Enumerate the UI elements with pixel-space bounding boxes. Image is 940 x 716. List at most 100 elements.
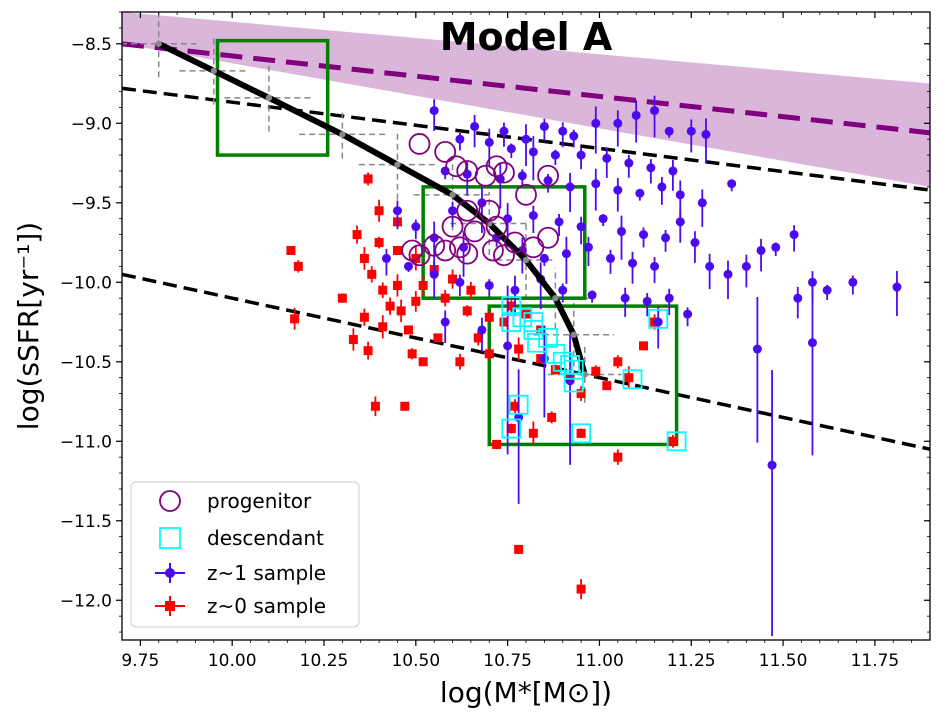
progenitor-marker <box>493 244 515 267</box>
z1-sample-layer <box>381 95 902 637</box>
progenitor-marker <box>408 244 431 267</box>
descendant-marker <box>622 369 643 390</box>
z0-point <box>407 349 417 359</box>
main-sequence-center-line <box>122 41 930 136</box>
z1-point <box>642 296 652 306</box>
z1-point <box>381 253 391 263</box>
z1-point <box>392 206 402 216</box>
z0-point <box>440 293 450 303</box>
x-tick-label: 10.75 <box>483 651 532 671</box>
legend-box <box>130 481 360 628</box>
legend-label-progenitor: progenitor <box>207 489 312 513</box>
z0-point <box>392 245 402 255</box>
z1-point <box>613 185 623 195</box>
track-node <box>570 331 577 338</box>
z1-point <box>613 118 623 128</box>
z0-point <box>576 389 586 399</box>
progenitor-marker <box>448 236 471 259</box>
progenitor-marker <box>482 239 504 262</box>
z1-point <box>848 277 858 287</box>
z1-point <box>664 293 674 303</box>
z1-point <box>631 110 641 120</box>
descendant-marker <box>523 320 544 340</box>
y-tick-label: −8.5 <box>71 35 112 55</box>
track-node <box>449 191 456 199</box>
z0-point <box>403 325 413 335</box>
z0-point <box>418 280 428 290</box>
y-tick-label: −11.5 <box>60 512 112 532</box>
legend-marker-descendant <box>159 527 181 549</box>
descendant-marker <box>501 418 522 439</box>
z1-point <box>455 277 465 287</box>
z0-point <box>370 401 380 411</box>
z0-point <box>639 341 649 351</box>
band-layer <box>122 12 930 187</box>
main-sequence-band <box>122 12 930 187</box>
z0-point <box>455 357 465 367</box>
z1-point <box>576 222 586 232</box>
z0-point <box>392 280 402 290</box>
z0-point <box>473 333 483 343</box>
descendant-marker <box>501 312 522 332</box>
legend-label-z1: z~1 sample <box>207 561 326 585</box>
descendant-marker <box>527 332 547 353</box>
track-node <box>394 161 401 168</box>
z0-point <box>668 436 678 446</box>
z0-point <box>528 428 538 438</box>
legend-marker-z1 <box>165 568 175 578</box>
selection-box-1 <box>215 38 330 157</box>
z1-point <box>723 269 733 279</box>
z1-point <box>565 376 575 386</box>
progenitor-marker <box>493 161 515 184</box>
axes: 9.75 10.00 10.25 10.50 10.75 11.00 11.25 11.50 1… <box>60 11 930 671</box>
x-tick-label: 10.50 <box>391 651 440 671</box>
track-node <box>210 67 218 75</box>
z0-point <box>411 296 421 306</box>
y-tick-label: −10.0 <box>60 273 112 293</box>
z1-point <box>499 126 509 136</box>
progenitor-marker <box>445 155 468 178</box>
z0-point <box>337 293 347 303</box>
track-node <box>522 256 530 264</box>
z1-point <box>539 253 549 263</box>
z1-point <box>620 293 630 303</box>
z0-point <box>613 452 623 462</box>
z1-point <box>683 309 693 319</box>
z1-point <box>690 238 700 248</box>
descendant-marker <box>538 328 558 348</box>
z0-point <box>400 401 410 411</box>
z0-point <box>602 381 612 391</box>
progenitor-marker <box>485 155 508 178</box>
progenitor-marker <box>434 239 457 262</box>
z1-point <box>701 129 711 139</box>
z0-point <box>462 306 472 316</box>
progenitor-marker <box>537 164 559 187</box>
z0-point <box>499 317 509 327</box>
z1-point <box>771 242 781 252</box>
z1-point <box>789 230 799 240</box>
z0-point <box>550 365 560 375</box>
z1-point <box>635 188 645 198</box>
z0-point <box>385 301 395 311</box>
z1-point <box>822 285 832 295</box>
y-tick-label: −9.0 <box>71 114 112 134</box>
z0-point <box>367 269 377 279</box>
z1-point <box>470 121 480 131</box>
z0-point <box>591 366 601 376</box>
y-axis-label: log(sSFR[yr⁻¹]) <box>12 222 45 430</box>
selection-box-2 <box>421 185 587 300</box>
z0-point <box>374 206 384 216</box>
z0-point <box>547 412 557 422</box>
z1-point <box>793 293 803 303</box>
z0-point <box>411 253 421 263</box>
z1-point <box>727 179 737 189</box>
z1-point <box>521 134 531 144</box>
z1-point <box>602 153 612 163</box>
progenitor-marker <box>485 215 508 238</box>
z0-point <box>466 285 476 295</box>
chart-title: Model A <box>440 15 613 59</box>
z1-point <box>756 245 766 255</box>
descendant-marker <box>666 431 687 452</box>
z0-point <box>510 401 520 411</box>
